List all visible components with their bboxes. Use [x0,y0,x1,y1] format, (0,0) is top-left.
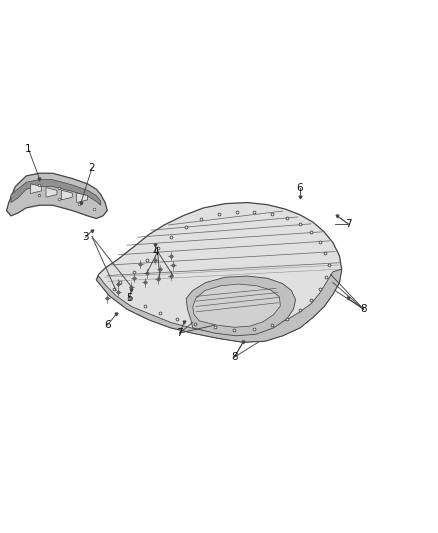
Polygon shape [193,284,280,327]
Text: 2: 2 [88,163,95,173]
Text: 3: 3 [82,232,89,242]
Text: 8: 8 [360,304,367,314]
Text: 7: 7 [345,219,352,229]
Text: 5: 5 [126,294,133,303]
Text: 8: 8 [231,352,238,362]
Polygon shape [77,193,88,203]
Text: 6: 6 [104,320,111,330]
Polygon shape [46,188,57,197]
Polygon shape [11,180,101,205]
Text: 6: 6 [297,183,304,192]
Text: 4: 4 [152,247,159,256]
Text: 7: 7 [176,328,183,338]
Polygon shape [61,190,72,200]
Polygon shape [7,173,107,219]
Polygon shape [31,184,42,193]
Polygon shape [96,203,342,342]
Text: 1: 1 [25,144,32,154]
Polygon shape [186,276,296,336]
Polygon shape [96,269,342,342]
